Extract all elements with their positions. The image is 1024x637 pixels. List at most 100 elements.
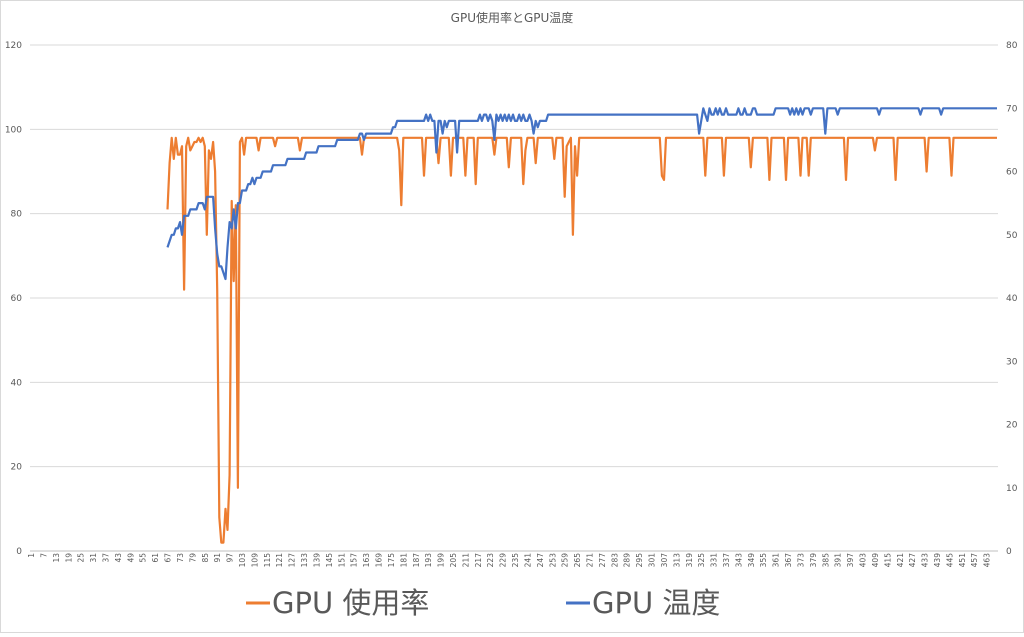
left-y-tick-label: 80 — [11, 210, 23, 220]
x-tick-label: 61 — [151, 553, 160, 563]
x-tick-label: 379 — [809, 553, 818, 568]
series-line — [166, 107, 997, 281]
x-tick-label: 115 — [263, 553, 272, 568]
x-tick-label: 451 — [958, 553, 967, 568]
x-tick-label: 19 — [64, 553, 73, 563]
x-tick-label: 199 — [437, 553, 446, 568]
x-tick-label: 211 — [461, 553, 470, 568]
x-tick-label: 313 — [672, 553, 681, 568]
x-tick-label: 97 — [226, 553, 235, 563]
chart-title: GPU使用率とGPU温度 — [451, 10, 574, 25]
x-tick-label: 253 — [548, 553, 557, 568]
x-tick-label: 235 — [511, 553, 520, 568]
x-tick-label: 1 — [27, 553, 36, 558]
x-tick-label: 193 — [424, 553, 433, 568]
right-y-tick-label: 30 — [1006, 357, 1018, 367]
legend-label: GPU 温度 — [592, 586, 720, 620]
x-tick-label: 367 — [784, 553, 793, 568]
legend-label: GPU 使用率 — [272, 586, 429, 620]
x-tick-label: 385 — [821, 553, 830, 568]
x-tick-label: 265 — [573, 553, 582, 568]
x-tick-label: 139 — [312, 553, 321, 568]
x-tick-label: 427 — [908, 553, 917, 568]
right-y-tick-label: 10 — [1006, 484, 1018, 494]
left-y-tick-label: 60 — [11, 294, 23, 304]
right-y-tick-label: 0 — [1006, 547, 1012, 557]
x-tick-label: 403 — [859, 553, 868, 568]
plot-area — [166, 107, 997, 544]
x-tick-label: 325 — [697, 553, 706, 568]
x-tick-label: 49 — [126, 553, 135, 563]
right-y-axis: 0 10 20 30 40 50 60 70 80 — [1006, 41, 1018, 557]
x-tick-label: 319 — [685, 553, 694, 568]
x-tick-label: 163 — [362, 553, 371, 568]
left-y-tick-label: 120 — [5, 41, 22, 51]
x-tick-label: 307 — [660, 553, 669, 568]
x-tick-label: 145 — [325, 553, 334, 568]
x-tick-label: 187 — [412, 553, 421, 568]
right-y-tick-label: 40 — [1006, 294, 1018, 304]
left-y-tick-label: 40 — [11, 378, 23, 388]
right-y-tick-label: 20 — [1006, 421, 1018, 431]
left-y-tick-label: 0 — [16, 547, 22, 557]
x-tick-label: 241 — [523, 553, 532, 568]
x-tick-label: 391 — [834, 553, 843, 568]
left-y-tick-label: 100 — [5, 125, 22, 135]
right-y-tick-label: 60 — [1006, 168, 1018, 178]
x-tick-label: 175 — [387, 553, 396, 568]
x-tick-label: 433 — [921, 553, 930, 568]
x-tick-label: 361 — [772, 553, 781, 568]
x-tick-label: 151 — [337, 553, 346, 568]
x-tick-label: 349 — [747, 553, 756, 568]
x-tick-label: 7 — [39, 553, 48, 558]
right-y-tick-label: 70 — [1006, 104, 1018, 114]
x-tick-label: 397 — [846, 553, 855, 568]
x-tick-label: 79 — [188, 553, 197, 563]
x-tick-label: 463 — [983, 553, 992, 568]
legend: GPU 使用率 GPU 温度 — [246, 586, 720, 620]
x-tick-label: 181 — [399, 553, 408, 568]
x-tick-label: 55 — [139, 553, 148, 563]
x-tick-label: 337 — [722, 553, 731, 568]
x-tick-label: 43 — [114, 553, 123, 563]
x-tick-label: 127 — [288, 553, 297, 568]
x-tick-label: 457 — [970, 553, 979, 568]
x-tick-label: 409 — [871, 553, 880, 568]
left-y-tick-label: 20 — [11, 463, 23, 473]
x-tick-label: 259 — [561, 553, 570, 568]
x-tick-label: 373 — [796, 553, 805, 568]
x-tick-label: 331 — [710, 553, 719, 568]
right-y-tick-label: 80 — [1006, 41, 1018, 51]
x-tick-label: 439 — [933, 553, 942, 568]
x-tick-label: 283 — [610, 553, 619, 568]
x-tick-label: 223 — [486, 553, 495, 568]
x-tick-label: 109 — [250, 553, 259, 568]
x-tick-label: 205 — [449, 553, 458, 568]
x-tick-label: 355 — [759, 553, 768, 568]
x-tick-label: 169 — [375, 553, 384, 568]
x-tick-label: 415 — [883, 553, 892, 568]
x-tick-label: 295 — [635, 553, 644, 568]
x-tick-label: 229 — [499, 553, 508, 568]
x-tick-label: 343 — [734, 553, 743, 568]
x-tick-label: 247 — [536, 553, 545, 568]
x-tick-label: 217 — [474, 553, 483, 568]
x-tick-label: 301 — [648, 553, 657, 568]
x-tick-label: 31 — [89, 553, 98, 563]
x-tick-label: 421 — [896, 553, 905, 568]
x-tick-label: 73 — [176, 553, 185, 563]
x-tick-label: 157 — [350, 553, 359, 568]
x-tick-label: 67 — [164, 553, 173, 563]
x-axis: 1 7 13 19 25 31 37 43 49 55 61 67 73 79 85 91 97 103 109 11… — [27, 553, 992, 568]
x-tick-label: 37 — [101, 553, 110, 563]
x-tick-label: 271 — [585, 553, 594, 568]
x-tick-label: 133 — [300, 553, 309, 568]
x-tick-label: 13 — [52, 553, 61, 563]
x-tick-label: 103 — [238, 553, 247, 568]
x-tick-label: 277 — [598, 553, 607, 568]
x-tick-label: 289 — [623, 553, 632, 568]
series-line — [166, 136, 997, 544]
